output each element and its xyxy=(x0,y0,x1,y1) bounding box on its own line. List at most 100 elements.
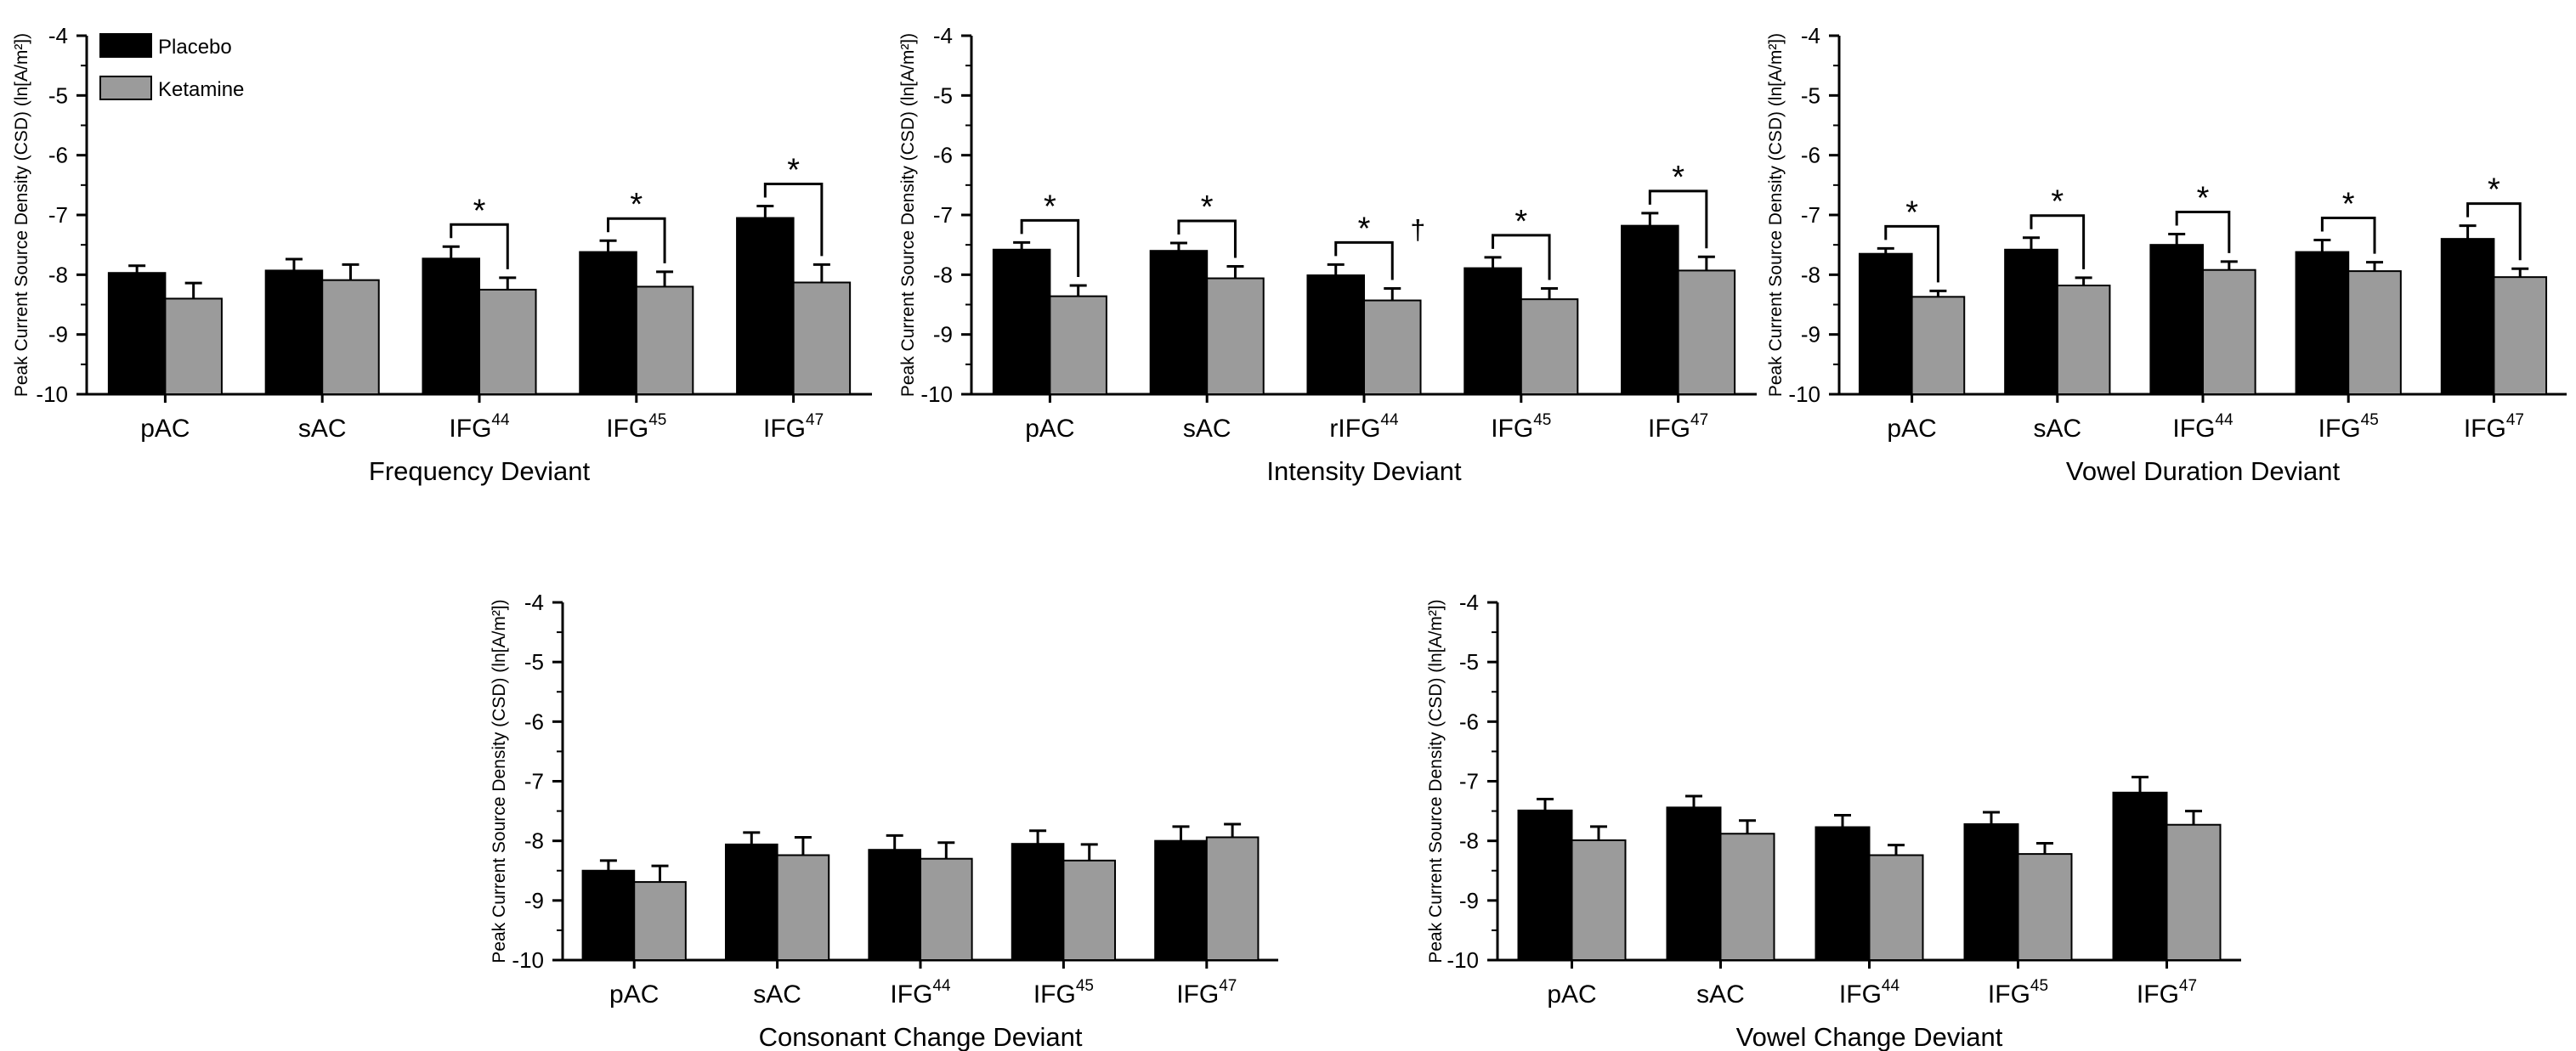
x-tick-label: pAC xyxy=(1025,415,1074,443)
bar-placebo xyxy=(1815,826,1871,961)
significance-star: * xyxy=(1201,189,1214,225)
y-tick-label: -9 xyxy=(524,888,544,913)
bar-placebo xyxy=(1858,252,1913,396)
x-tick-label: IFG47 xyxy=(763,411,824,443)
x-tick-label: IFG45 xyxy=(606,411,666,443)
bar-placebo xyxy=(2149,244,2204,395)
legend: Placebo Ketamine xyxy=(99,33,244,101)
y-tick-label: -4 xyxy=(48,23,68,48)
bar-placebo xyxy=(2295,251,2350,395)
legend-label-placebo: Placebo xyxy=(158,36,232,59)
significance-star: * xyxy=(1514,204,1527,240)
y-tick-label: -7 xyxy=(48,202,68,228)
x-tick-label: pAC xyxy=(609,980,659,1009)
x-tick-label: IFG47 xyxy=(2137,977,2197,1009)
y-tick-label: -10 xyxy=(920,381,953,407)
y-tick-label: -4 xyxy=(1459,590,1479,615)
y-tick-label: -9 xyxy=(933,322,953,348)
legend-swatch-placebo xyxy=(99,33,152,58)
significance-dagger: † xyxy=(1410,214,1425,245)
y-tick-label: -9 xyxy=(48,322,68,348)
significance-star: * xyxy=(2051,184,2064,220)
significance-star: * xyxy=(787,152,800,188)
y-axis-label: Peak Current Source Density (CSD) (ln[A/… xyxy=(490,599,509,963)
y-tick-label: -6 xyxy=(48,143,68,168)
y-tick-label: -10 xyxy=(36,381,68,407)
y-tick-label: -10 xyxy=(1447,947,1479,973)
x-tick-label: IFG44 xyxy=(449,411,510,443)
bar-placebo xyxy=(581,869,636,961)
bar-ketamine xyxy=(1868,854,1924,961)
bar-ketamine xyxy=(2202,268,2256,395)
x-axis-label: Frequency Deviant xyxy=(369,456,591,486)
bar-ketamine xyxy=(2347,270,2402,396)
significance-star: * xyxy=(1358,211,1371,246)
y-tick-label: -5 xyxy=(933,82,953,108)
bar-ketamine xyxy=(1206,277,1265,396)
x-tick-label: IFG44 xyxy=(2172,411,2233,443)
bar-placebo xyxy=(422,257,480,395)
bar-placebo xyxy=(1666,806,1722,962)
significance-star: * xyxy=(1905,195,1918,230)
bar-ketamine xyxy=(1049,295,1107,395)
significance-bracket xyxy=(1334,240,1394,280)
bar-ketamine xyxy=(792,281,852,395)
x-tick-label: sAC xyxy=(1183,415,1231,443)
bar-ketamine xyxy=(2056,284,2111,396)
significance-bracket xyxy=(1492,234,1551,280)
bar-ketamine xyxy=(478,288,537,395)
significance-star: * xyxy=(2197,181,2210,217)
y-tick-label: -6 xyxy=(933,143,953,168)
x-tick-label: IFG45 xyxy=(1491,411,1551,443)
y-tick-label: -6 xyxy=(1459,709,1479,734)
y-tick-label: -7 xyxy=(1459,769,1479,794)
x-axis-label: Consonant Change Deviant xyxy=(759,1022,1083,1051)
x-tick-label: pAC xyxy=(1887,415,1936,443)
y-tick-label: -5 xyxy=(48,82,68,108)
bar-placebo xyxy=(736,217,795,395)
x-tick-label: IFG44 xyxy=(1839,977,1900,1009)
significance-star: * xyxy=(2488,172,2500,208)
x-tick-label: IFG44 xyxy=(890,977,951,1009)
significance-bracket xyxy=(1177,219,1237,258)
x-tick-label: IFG45 xyxy=(1988,977,2048,1009)
legend-label-ketamine: Ketamine xyxy=(158,78,244,101)
y-axis-label: Peak Current Source Density (CSD) (ln[A/… xyxy=(1766,33,1786,397)
y-tick-label: -8 xyxy=(1459,828,1479,854)
bar-ketamine xyxy=(2166,823,2222,962)
significance-bracket xyxy=(763,182,824,257)
x-axis-label: Vowel Change Deviant xyxy=(1736,1022,2003,1051)
significance-star: * xyxy=(1044,189,1056,224)
x-tick-label: rIFG44 xyxy=(1329,411,1399,443)
significance-bracket xyxy=(1020,218,1080,277)
bar-ketamine xyxy=(164,297,223,396)
y-tick-label: -4 xyxy=(1801,23,1820,48)
significance-star: * xyxy=(473,193,486,229)
x-tick-label: pAC xyxy=(1547,980,1596,1009)
bar-placebo xyxy=(1464,267,1522,396)
significance-star: * xyxy=(2342,187,2355,223)
y-tick-label: -8 xyxy=(48,262,68,287)
bar-placebo xyxy=(1306,274,1366,395)
y-tick-label: -9 xyxy=(1801,322,1820,348)
y-axis-label: Peak Current Source Density (CSD) (ln[A/… xyxy=(12,33,31,397)
chart-panel-1: -4 -5 -6 -7 -8 -9 -10 Peak Current Source Densi… xyxy=(12,23,872,486)
bar-ketamine xyxy=(321,279,380,395)
significance-bracket xyxy=(450,223,509,269)
bar-placebo xyxy=(724,843,778,961)
x-tick-label: IFG47 xyxy=(2464,411,2524,443)
significance-bracket xyxy=(2466,202,2522,261)
significance-bracket xyxy=(1884,224,1939,283)
x-tick-label: sAC xyxy=(753,980,801,1009)
bar-placebo xyxy=(107,272,167,395)
y-tick-label: -5 xyxy=(1801,82,1820,108)
bar-placebo xyxy=(2440,238,2495,395)
y-tick-label: -6 xyxy=(1801,143,1820,168)
y-tick-label: -10 xyxy=(1788,381,1820,407)
bar-placebo xyxy=(1154,839,1208,962)
bar-ketamine xyxy=(1911,296,1966,395)
bar-ketamine xyxy=(920,857,973,962)
